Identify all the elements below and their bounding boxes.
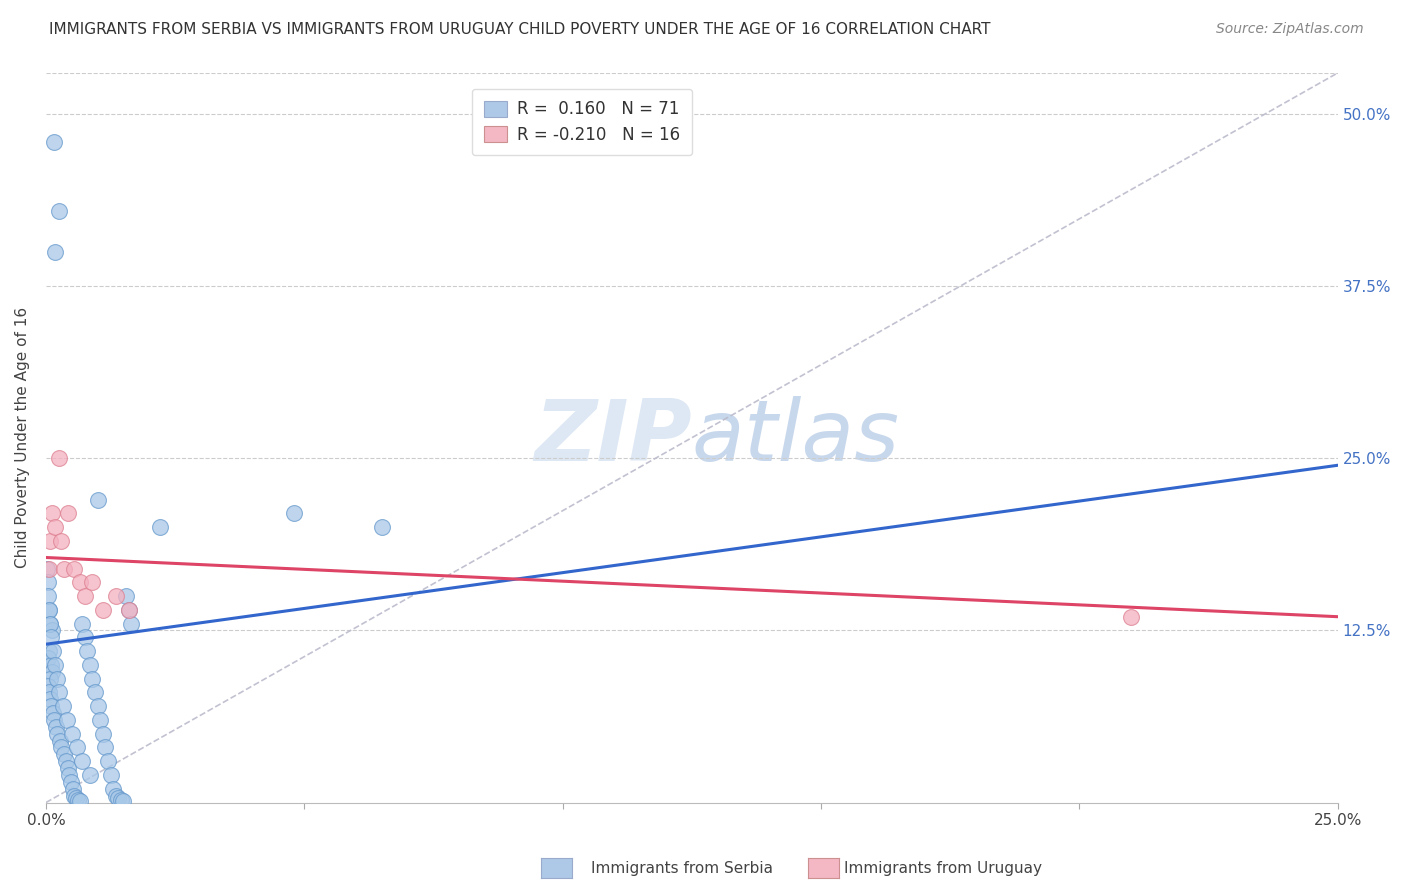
Point — [37, 575, 59, 590]
Point — [371, 520, 394, 534]
Point — [41, 507, 63, 521]
Point — [42, 644, 65, 658]
Point — [110, 793, 132, 807]
Point — [69, 575, 91, 590]
Point — [115, 589, 138, 603]
Point — [39, 616, 62, 631]
Point — [48, 685, 70, 699]
Point — [39, 533, 62, 548]
Point — [149, 520, 172, 534]
Point — [56, 761, 79, 775]
Point — [48, 451, 70, 466]
Point — [58, 768, 80, 782]
Point — [70, 616, 93, 631]
Point — [82, 672, 104, 686]
Point — [41, 665, 63, 679]
Point — [66, 793, 89, 807]
Point — [63, 561, 86, 575]
Point — [38, 644, 60, 658]
Point — [73, 631, 96, 645]
Point — [91, 603, 114, 617]
Point — [49, 733, 72, 747]
Y-axis label: Child Poverty Under the Age of 16: Child Poverty Under the Age of 16 — [15, 307, 30, 568]
Text: Source: ZipAtlas.com: Source: ZipAtlas.com — [1216, 22, 1364, 37]
Point — [51, 533, 73, 548]
Point — [41, 706, 63, 720]
Point — [76, 644, 98, 658]
Point — [53, 747, 76, 762]
Point — [53, 561, 76, 575]
Point — [117, 603, 139, 617]
Text: IMMIGRANTS FROM SERBIA VS IMMIGRANTS FROM URUGUAY CHILD POVERTY UNDER THE AGE OF: IMMIGRANTS FROM SERBIA VS IMMIGRANTS FRO… — [49, 22, 991, 37]
Point — [79, 657, 101, 672]
Point — [51, 699, 73, 714]
Point — [42, 135, 65, 149]
Point — [66, 740, 89, 755]
Point — [44, 244, 66, 259]
Point — [59, 775, 82, 789]
Point — [117, 603, 139, 617]
Point — [97, 754, 120, 768]
Point — [84, 685, 107, 699]
Point — [62, 781, 84, 796]
Point — [37, 651, 59, 665]
Point — [44, 713, 66, 727]
Point — [44, 657, 66, 672]
Point — [39, 657, 62, 672]
Point — [45, 720, 67, 734]
Point — [101, 781, 124, 796]
Point — [1119, 609, 1142, 624]
Legend: R =  0.160   N = 71, R = -0.210   N = 16: R = 0.160 N = 71, R = -0.210 N = 16 — [472, 88, 692, 155]
Point — [86, 492, 108, 507]
Point — [104, 589, 127, 603]
Point — [38, 603, 60, 617]
Point — [48, 203, 70, 218]
Point — [283, 507, 305, 521]
Point — [63, 789, 86, 803]
Point — [120, 616, 142, 631]
Point — [56, 507, 79, 521]
Point — [51, 740, 73, 755]
Point — [37, 589, 59, 603]
Point — [60, 727, 83, 741]
Point — [55, 713, 77, 727]
Point — [39, 699, 62, 714]
Text: ZIP: ZIP — [534, 396, 692, 479]
Point — [38, 685, 60, 699]
Point — [55, 754, 77, 768]
Point — [107, 791, 129, 805]
Point — [79, 768, 101, 782]
Point — [104, 789, 127, 803]
Text: Immigrants from Serbia: Immigrants from Serbia — [591, 861, 772, 876]
Point — [46, 727, 69, 741]
Point — [82, 575, 104, 590]
Point — [112, 794, 135, 808]
Point — [39, 616, 62, 631]
Point — [44, 520, 66, 534]
Point — [69, 794, 91, 808]
Point — [86, 699, 108, 714]
Point — [37, 679, 59, 693]
Point — [46, 672, 69, 686]
Point — [38, 692, 60, 706]
Point — [91, 727, 114, 741]
Point — [41, 624, 63, 638]
Point — [38, 672, 60, 686]
Point — [94, 740, 117, 755]
Point — [70, 754, 93, 768]
Point — [73, 589, 96, 603]
Point — [39, 631, 62, 645]
Point — [100, 768, 122, 782]
Text: atlas: atlas — [692, 396, 900, 479]
Point — [35, 561, 58, 575]
Point — [89, 713, 111, 727]
Text: Immigrants from Uruguay: Immigrants from Uruguay — [844, 861, 1042, 876]
Point — [65, 791, 87, 805]
Point — [38, 603, 60, 617]
Point — [38, 561, 60, 575]
